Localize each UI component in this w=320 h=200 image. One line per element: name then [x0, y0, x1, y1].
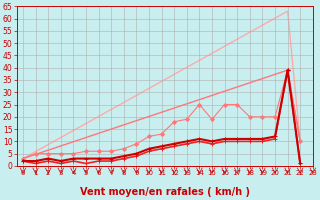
X-axis label: Vent moyen/en rafales ( km/h ): Vent moyen/en rafales ( km/h ) — [80, 187, 250, 197]
